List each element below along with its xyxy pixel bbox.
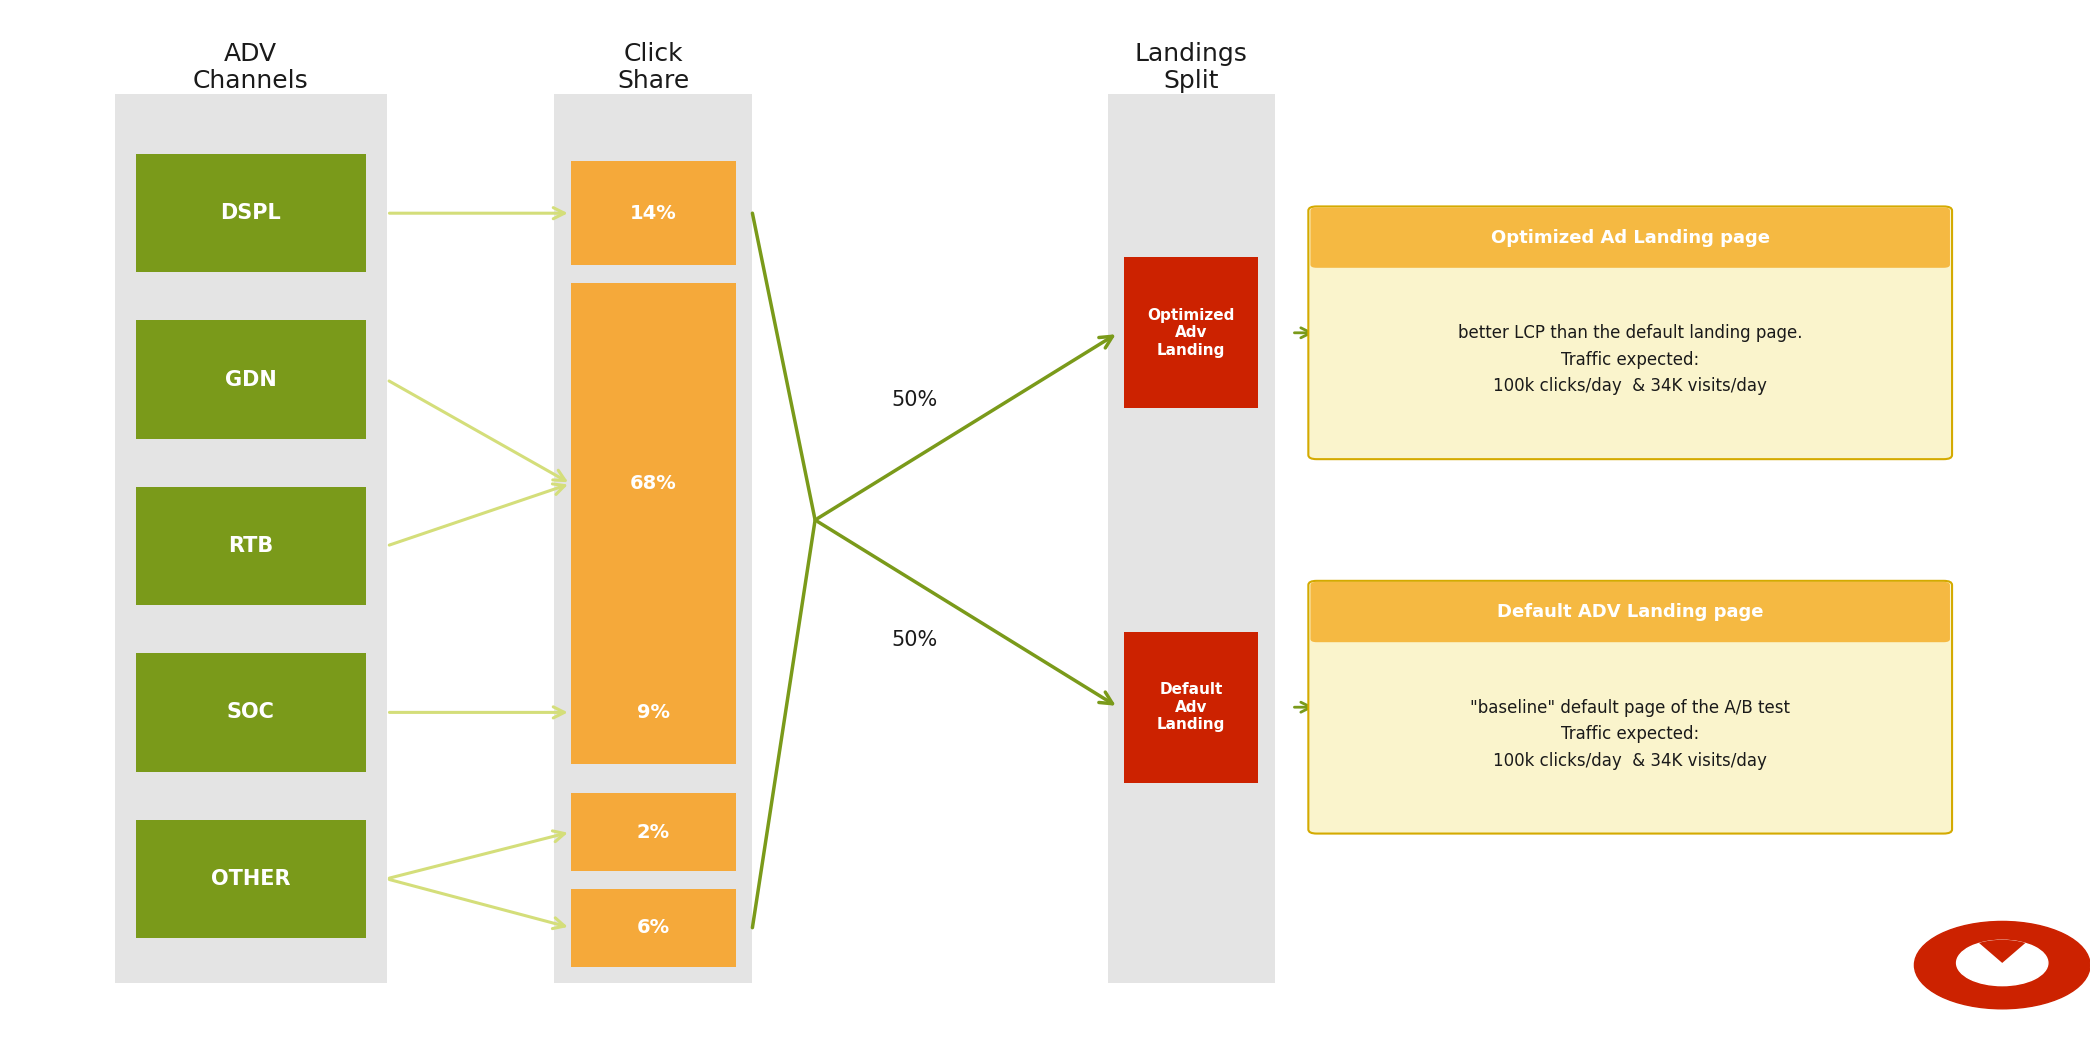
FancyBboxPatch shape bbox=[1308, 206, 1952, 459]
Text: ADV
Channels: ADV Channels bbox=[192, 42, 309, 94]
FancyBboxPatch shape bbox=[1310, 582, 1950, 642]
Bar bbox=[571, 792, 736, 872]
Text: GDN: GDN bbox=[226, 369, 276, 390]
Text: 2%: 2% bbox=[637, 823, 669, 841]
Bar bbox=[136, 154, 366, 272]
Text: RTB: RTB bbox=[228, 536, 274, 556]
Bar bbox=[571, 888, 736, 967]
Text: better LCP than the default landing page.
Traffic expected:
100k clicks/day  & 3: better LCP than the default landing page… bbox=[1459, 324, 1802, 395]
Text: Default
Adv
Landing: Default Adv Landing bbox=[1158, 682, 1225, 732]
Bar bbox=[115, 94, 387, 983]
Text: 50%: 50% bbox=[890, 390, 938, 411]
Text: OTHER: OTHER bbox=[211, 868, 291, 889]
Bar bbox=[571, 660, 736, 764]
Bar bbox=[136, 487, 366, 605]
Bar bbox=[571, 283, 736, 684]
Circle shape bbox=[1914, 921, 2090, 1009]
Circle shape bbox=[1956, 940, 2048, 986]
Text: Landings
Split: Landings Split bbox=[1135, 42, 1248, 94]
Text: Click
Share: Click Share bbox=[617, 42, 690, 94]
Text: 14%: 14% bbox=[629, 204, 677, 223]
Text: SOC: SOC bbox=[228, 702, 274, 723]
Bar bbox=[554, 94, 752, 983]
FancyBboxPatch shape bbox=[1308, 580, 1952, 834]
Text: Default ADV Landing page: Default ADV Landing page bbox=[1496, 603, 1764, 621]
Text: 50%: 50% bbox=[890, 629, 938, 650]
Text: "baseline" default page of the A/B test
Traffic expected:
100k clicks/day  & 34K: "baseline" default page of the A/B test … bbox=[1469, 699, 1791, 770]
FancyBboxPatch shape bbox=[1310, 208, 1950, 268]
Bar bbox=[1108, 94, 1275, 983]
Bar bbox=[1124, 257, 1258, 408]
Text: DSPL: DSPL bbox=[219, 203, 282, 224]
Text: Optimized Ad Landing page: Optimized Ad Landing page bbox=[1490, 229, 1770, 246]
Bar bbox=[571, 161, 736, 265]
Text: 68%: 68% bbox=[629, 474, 677, 493]
Bar bbox=[136, 820, 366, 938]
Wedge shape bbox=[1979, 940, 2025, 963]
Text: 6%: 6% bbox=[637, 918, 669, 937]
Text: 9%: 9% bbox=[637, 703, 669, 722]
Text: Optimized
Adv
Landing: Optimized Adv Landing bbox=[1147, 308, 1235, 358]
Bar bbox=[1124, 632, 1258, 782]
Bar bbox=[136, 653, 366, 772]
Bar bbox=[136, 320, 366, 439]
